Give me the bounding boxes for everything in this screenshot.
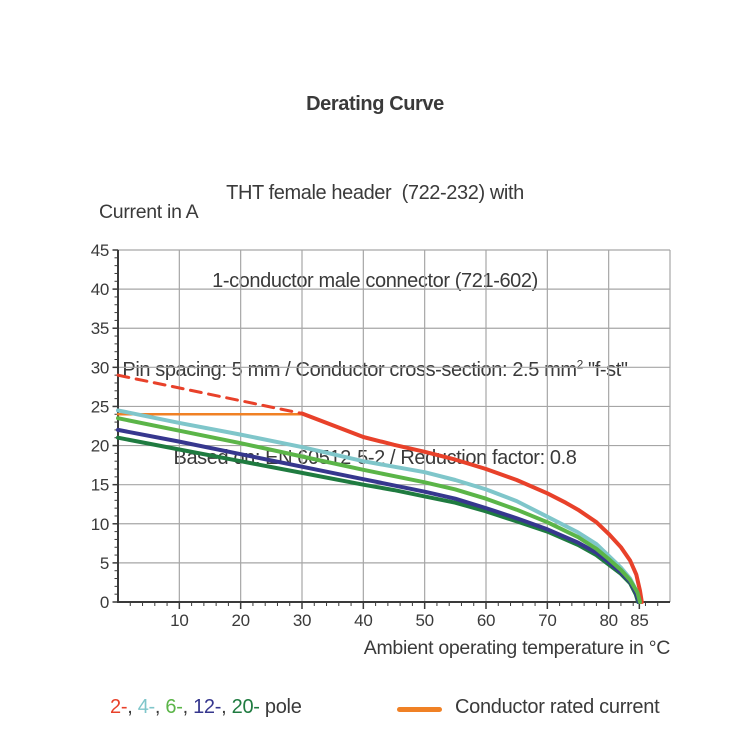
series-2-pole-extrapolated [116, 373, 304, 415]
series-2-pole [300, 411, 644, 604]
legend-separator: , [221, 696, 232, 718]
y-tick-label: 30 [91, 358, 109, 377]
y-tick-label: 35 [91, 319, 109, 338]
chart-title: Derating Curve [306, 93, 444, 115]
y-tick-label: 40 [91, 280, 109, 299]
legend-separator: , [127, 696, 138, 718]
y-axis-title: Current in A [99, 201, 199, 223]
x-tick-label: 20 [232, 611, 250, 630]
pole-legend: 2-, 4-, 6-, 12-, 20- pole [110, 696, 302, 719]
x-tick-label: 85 [630, 611, 648, 630]
x-tick-label: 80 [600, 611, 618, 630]
legend-pole-suffix: pole [259, 696, 302, 718]
legend-6-pole: 6- [165, 696, 183, 718]
y-tick-label: 10 [91, 515, 109, 534]
series-12-pole [116, 427, 641, 604]
x-tick-label: 70 [538, 611, 556, 630]
legend-separator: , [154, 696, 166, 718]
legend-20-pole: 20- [231, 696, 260, 718]
y-tick-label: 25 [91, 397, 109, 416]
y-tick-label: 5 [100, 554, 109, 573]
rated-current-legend-label: Conductor rated current [455, 696, 660, 718]
series-6-pole [116, 416, 642, 604]
x-tick-label: 40 [354, 611, 372, 630]
chart-subtitle-2: 1-conductor male connector (721-602) [212, 270, 538, 292]
chart-subtitle-1: THT female header (722-232) with [226, 181, 524, 204]
legend-2-pole: 2- [110, 696, 128, 718]
y-tick-label: 0 [100, 593, 109, 612]
y-tick-label: 20 [91, 437, 109, 456]
x-tick-label: 60 [477, 611, 495, 630]
x-tick-label: 30 [293, 611, 311, 630]
x-axis-title: Ambient operating temperature in °C [363, 637, 671, 659]
legend-separator: , [182, 696, 194, 718]
y-tick-label: 45 [91, 241, 109, 260]
chart-subtitle-3: Pin spacing: 5 mm / Conductor cross-sect… [122, 356, 628, 381]
legend-4-pole: 4- [137, 696, 155, 718]
legend-12-pole: 12- [193, 696, 222, 718]
rated-current-line-swatch [397, 707, 442, 712]
superscript-2: 2 [576, 356, 584, 371]
x-tick-label: 50 [416, 611, 434, 630]
y-tick-label: 15 [91, 476, 109, 495]
x-tick-label: 10 [170, 611, 188, 630]
